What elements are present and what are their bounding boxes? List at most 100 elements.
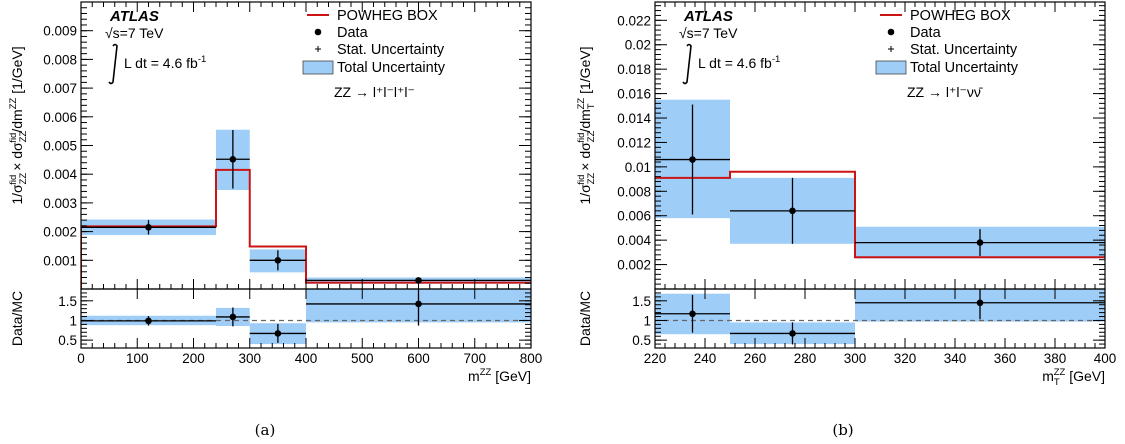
- y-tick-label: 0.004: [617, 233, 651, 248]
- main-plot: [81, 129, 531, 289]
- legend-powheg-label: POWHEG BOX: [337, 8, 438, 24]
- ratio-point: [274, 330, 282, 337]
- y-tick-label: 0.001: [43, 253, 77, 268]
- panel-b: 220 240 260 280 300 320 340 360 380 400 0.002 0.004…: [576, 1, 1117, 439]
- ratio-axis-title: Data/MC: [9, 291, 25, 346]
- x-tick-label: 360: [994, 351, 1017, 366]
- lumi-exponent: -1: [772, 54, 780, 65]
- x-tick-label: 300: [844, 351, 867, 366]
- energy-label: √s=7 TeV: [679, 25, 738, 41]
- panel-caption: (b): [832, 421, 853, 439]
- powheg-histogram: [655, 170, 1105, 259]
- panel-a: 0 100 200 300 400 500 600 700 800 0.001 0.002 0.003…: [8, 1, 543, 439]
- y-tick-label: 0.002: [43, 225, 77, 240]
- legend-total-label: Total Uncertainty: [910, 60, 1019, 76]
- legend-stat-label: Stat. Uncertainty: [910, 42, 1018, 58]
- legend-total-swatch: [302, 60, 334, 75]
- data-point: [689, 156, 696, 163]
- y-tick-label: 0.01: [625, 160, 651, 175]
- ratio-y-tick-label: 0.5: [58, 333, 77, 348]
- x-axis-title: mTZZ [GeV]: [1042, 367, 1105, 388]
- x-tick-label: 400: [1094, 351, 1117, 366]
- y-tick-label: 0.008: [43, 52, 77, 67]
- y-tick-label: 0.002: [617, 258, 651, 273]
- x-tick-label: 200: [182, 351, 205, 366]
- x-tick-label: 800: [520, 351, 543, 366]
- x-tick-label: 320: [894, 351, 917, 366]
- y-tick-label: 0.016: [617, 87, 651, 102]
- process-label: ZZ → l⁺l⁻νν̄: [907, 84, 983, 100]
- ratio-point: [415, 300, 422, 308]
- ratio-y-tick-label: 1: [69, 313, 77, 328]
- ratio-axis-title: Data/MC: [577, 291, 593, 346]
- main-plot: [655, 99, 1105, 259]
- data-point: [145, 223, 152, 231]
- ratio-point: [789, 330, 796, 337]
- ratio-plot: [655, 289, 1105, 345]
- integral-sign: [108, 43, 118, 85]
- ratio-y-tick-label: 1.5: [58, 294, 77, 309]
- x-tick-label: 380: [1044, 351, 1067, 366]
- legend-powheg-label: POWHEG BOX: [910, 8, 1011, 24]
- x-tick-label: 220: [644, 351, 667, 366]
- data-point: [789, 207, 796, 215]
- energy-label: √s=7 TeV: [105, 25, 164, 41]
- atlas-label: ATLAS: [109, 8, 159, 25]
- x-tick-label: 280: [794, 351, 817, 366]
- x-tick-label: 700: [463, 351, 486, 366]
- ratio-frame: [654, 288, 1106, 349]
- y-tick-label: 0.007: [43, 81, 77, 96]
- integral-sign: [682, 43, 692, 85]
- ratio-y-tick-label: 1.5: [632, 294, 651, 309]
- x-tick-label: 340: [944, 351, 967, 366]
- y-tick-label: 0.02: [625, 38, 651, 53]
- lumi-label: L dt = 4.6 fb-1: [698, 54, 780, 71]
- ratio-y-tick-label: 1: [643, 313, 651, 328]
- lumi-label: L dt = 4.6 fb-1: [124, 54, 206, 71]
- y-axis-title: 1/σZZfid × dσZZfid/dmZZ [1/GeV]: [8, 46, 29, 204]
- data-point: [976, 239, 984, 246]
- y-tick-label: 0.004: [43, 167, 77, 182]
- y-tick-label: 0.006: [617, 209, 651, 224]
- ratio-point: [145, 317, 152, 325]
- legend-data-swatch: [887, 28, 895, 36]
- powheg-histogram: [81, 168, 531, 284]
- data-point: [274, 257, 282, 264]
- ratio-point: [976, 299, 984, 307]
- y-tick-label: 0.008: [617, 184, 651, 199]
- y-axis-title: 1/σZZfid × dσZZfid/dmTZZ [1/GeV]: [576, 46, 597, 204]
- y-tick-label: 0.009: [43, 24, 77, 39]
- x-axis-title: mZZ [GeV]: [468, 367, 531, 384]
- y-tick-label: 0.018: [617, 62, 651, 77]
- ratio-point: [229, 313, 237, 321]
- y-tick-label: 0.014: [617, 111, 651, 126]
- y-tick-label: 0.022: [617, 13, 651, 28]
- y-tick-label: 0.006: [43, 110, 77, 125]
- legend-total-label: Total Uncertainty: [337, 60, 446, 76]
- y-tick-label: 0.005: [43, 139, 77, 154]
- lumi-exponent: -1: [198, 54, 206, 65]
- legend-data-label: Data: [337, 25, 369, 41]
- x-tick-label: 300: [238, 351, 261, 366]
- legend-data-swatch: [314, 28, 322, 36]
- ratio-plot: [81, 289, 531, 345]
- x-tick-label: 100: [126, 351, 149, 366]
- x-tick-label: 240: [694, 351, 717, 366]
- legend-data-label: Data: [910, 25, 942, 41]
- x-tick-label: 400: [295, 351, 318, 366]
- ratio-y-tick-label: 0.5: [632, 333, 651, 348]
- legend-stat-label: Stat. Uncertainty: [337, 42, 445, 58]
- y-tick-label: 0.012: [617, 135, 651, 150]
- process-label: ZZ → l⁺l⁻l⁺l⁻: [334, 84, 415, 100]
- atlas-label: ATLAS: [683, 8, 733, 25]
- y-tick-label: 0.003: [43, 196, 77, 211]
- legend-total-swatch: [875, 60, 907, 75]
- x-tick-label: 260: [744, 351, 767, 366]
- x-tick-label: 600: [407, 351, 430, 366]
- ratio-point: [689, 310, 696, 318]
- x-tick-label: 500: [351, 351, 374, 366]
- x-tick-label: 0: [77, 351, 85, 366]
- panel-caption: (a): [255, 421, 276, 439]
- data-point: [229, 155, 237, 163]
